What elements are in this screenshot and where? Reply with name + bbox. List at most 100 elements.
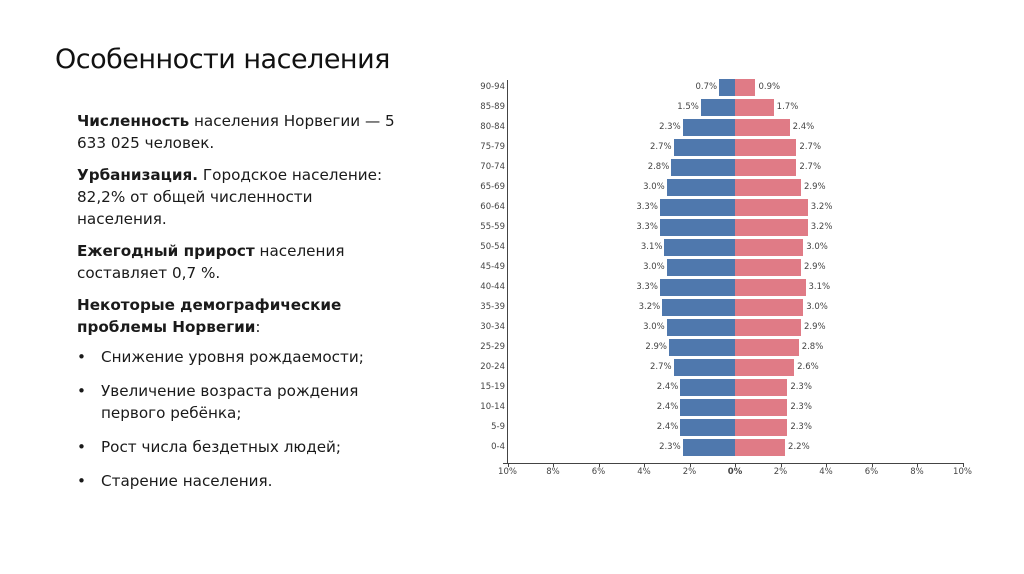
- male-bar: [700, 99, 736, 116]
- male-bar: [682, 439, 736, 456]
- age-group-label: 40-44: [480, 282, 505, 292]
- male-value-label: 2.9%: [645, 342, 668, 352]
- age-group-label: 75-79: [480, 142, 505, 152]
- male-bar: [682, 119, 736, 136]
- growth-text: населения составляет 0,7 %.: [77, 242, 345, 282]
- x-axis-tick: [598, 463, 600, 467]
- female-value-label: 2.3%: [790, 422, 812, 432]
- female-bar: [735, 219, 808, 236]
- problems-list: • Снижение уровня рождаемости; • Увеличени…: [77, 346, 407, 492]
- urbanization-label: Урбанизация.: [77, 166, 199, 184]
- x-axis-tick: [917, 463, 918, 467]
- problems-heading-label: Некоторые демографические проблемы Норве…: [77, 296, 342, 336]
- problems-heading-colon: :: [255, 318, 261, 336]
- list-item-text: Снижение уровня рождаемости;: [101, 348, 364, 366]
- female-bar: [735, 199, 808, 216]
- list-item: • Рост числа бездетных людей;: [77, 436, 407, 458]
- female-bar: [735, 319, 801, 336]
- male-value-label: 2.3%: [659, 442, 681, 452]
- female-value-label: 3.0%: [806, 242, 828, 252]
- x-axis-tick: [553, 463, 554, 467]
- female-value-label: 2.9%: [803, 322, 826, 332]
- female-value-label: 3.2%: [810, 202, 833, 212]
- male-bar: [664, 239, 736, 256]
- female-bar: [735, 359, 795, 376]
- age-group-label: 55-59: [480, 222, 505, 232]
- female-value-label: 2.6%: [797, 362, 819, 372]
- x-axis-tick-label: 0%: [727, 467, 743, 477]
- female-value-label: 2.8%: [801, 342, 824, 352]
- male-bar: [680, 419, 736, 436]
- age-group-label: 15-19: [480, 382, 505, 392]
- male-value-label: 3.0%: [643, 262, 665, 272]
- x-axis-tick: [735, 463, 736, 467]
- female-bar: [735, 279, 806, 296]
- growth-label: Ежегодный прирост: [77, 242, 255, 260]
- female-value-label: 2.3%: [790, 382, 812, 392]
- list-item-text: Увеличение возраста рождения первого реб…: [101, 382, 359, 422]
- age-group-label: 35-39: [480, 302, 505, 312]
- male-bar: [659, 219, 736, 236]
- x-axis-tick-label: 6%: [864, 467, 879, 477]
- male-bar: [673, 359, 736, 376]
- age-group-label: 60-64: [480, 202, 505, 212]
- x-axis-tick: [507, 463, 509, 467]
- male-value-label: 2.8%: [647, 162, 670, 172]
- age-group-label: 20-24: [480, 362, 505, 372]
- female-bar: [735, 419, 788, 436]
- female-bar: [735, 259, 801, 276]
- female-bar: [735, 79, 756, 96]
- male-value-label: 3.3%: [636, 222, 658, 232]
- male-value-label: 3.3%: [636, 282, 658, 292]
- urbanization-text: Городское население: 82,2% от общей числ…: [77, 166, 383, 228]
- female-value-label: 3.0%: [806, 302, 828, 312]
- female-bar: [735, 139, 797, 156]
- bullet-icon: •: [77, 438, 86, 456]
- age-group-label: 80-84: [480, 122, 505, 132]
- male-bar: [680, 399, 736, 416]
- population-paragraph: Численность населения Норвегии — 5 633 0…: [77, 110, 407, 154]
- bullet-icon: •: [77, 472, 86, 490]
- female-value-label: 2.3%: [790, 402, 812, 412]
- x-axis: [503, 463, 963, 464]
- female-bar: [735, 339, 799, 356]
- male-value-label: 2.4%: [656, 402, 679, 412]
- male-bar: [671, 159, 736, 176]
- age-group-label: 25-29: [480, 342, 505, 352]
- age-group-label: 30-34: [480, 322, 505, 332]
- population-label: Численность: [77, 112, 190, 130]
- y-axis: [507, 80, 508, 463]
- x-axis-tick-label: 8%: [546, 467, 560, 477]
- male-bar: [673, 139, 736, 156]
- age-group-label: 50-54: [480, 242, 505, 252]
- list-item-text: Рост числа бездетных людей;: [101, 438, 342, 456]
- male-value-label: 2.4%: [656, 382, 679, 392]
- female-bar: [735, 119, 790, 136]
- male-value-label: 2.7%: [649, 142, 672, 152]
- male-value-label: 2.4%: [656, 422, 679, 432]
- x-axis-tick-label: 2%: [682, 467, 697, 477]
- bullet-icon: •: [77, 382, 86, 400]
- population-pyramid-chart: 90-94 0.7% 0.9% 85-89 1.5% 1.7% 80-84 2.3% 2.4% 7…: [470, 75, 990, 495]
- female-bar: [735, 159, 797, 176]
- female-bar: [735, 439, 786, 456]
- male-value-label: 3.3%: [636, 202, 658, 212]
- population-text: населения Норвегии — 5 633 025 человек.: [77, 112, 395, 152]
- female-value-label: 2.4%: [792, 122, 815, 132]
- male-bar: [669, 339, 736, 356]
- female-value-label: 3.1%: [808, 282, 831, 292]
- male-value-label: 3.2%: [638, 302, 661, 312]
- female-value-label: 2.9%: [803, 262, 826, 272]
- age-group-label: 0-4: [491, 442, 505, 452]
- x-axis-tick-label: 4%: [637, 467, 651, 477]
- female-value-label: 2.7%: [799, 142, 822, 152]
- male-bar: [666, 179, 736, 196]
- age-group-label: 65-69: [480, 182, 505, 192]
- slide-title: Особенности населения: [55, 44, 390, 75]
- x-axis-tick-label: 4%: [819, 467, 833, 477]
- female-value-label: 0.9%: [758, 82, 781, 92]
- male-bar: [659, 279, 736, 296]
- female-value-label: 2.2%: [788, 442, 810, 452]
- female-bar: [735, 239, 804, 256]
- x-axis-tick-label: 8%: [910, 467, 924, 477]
